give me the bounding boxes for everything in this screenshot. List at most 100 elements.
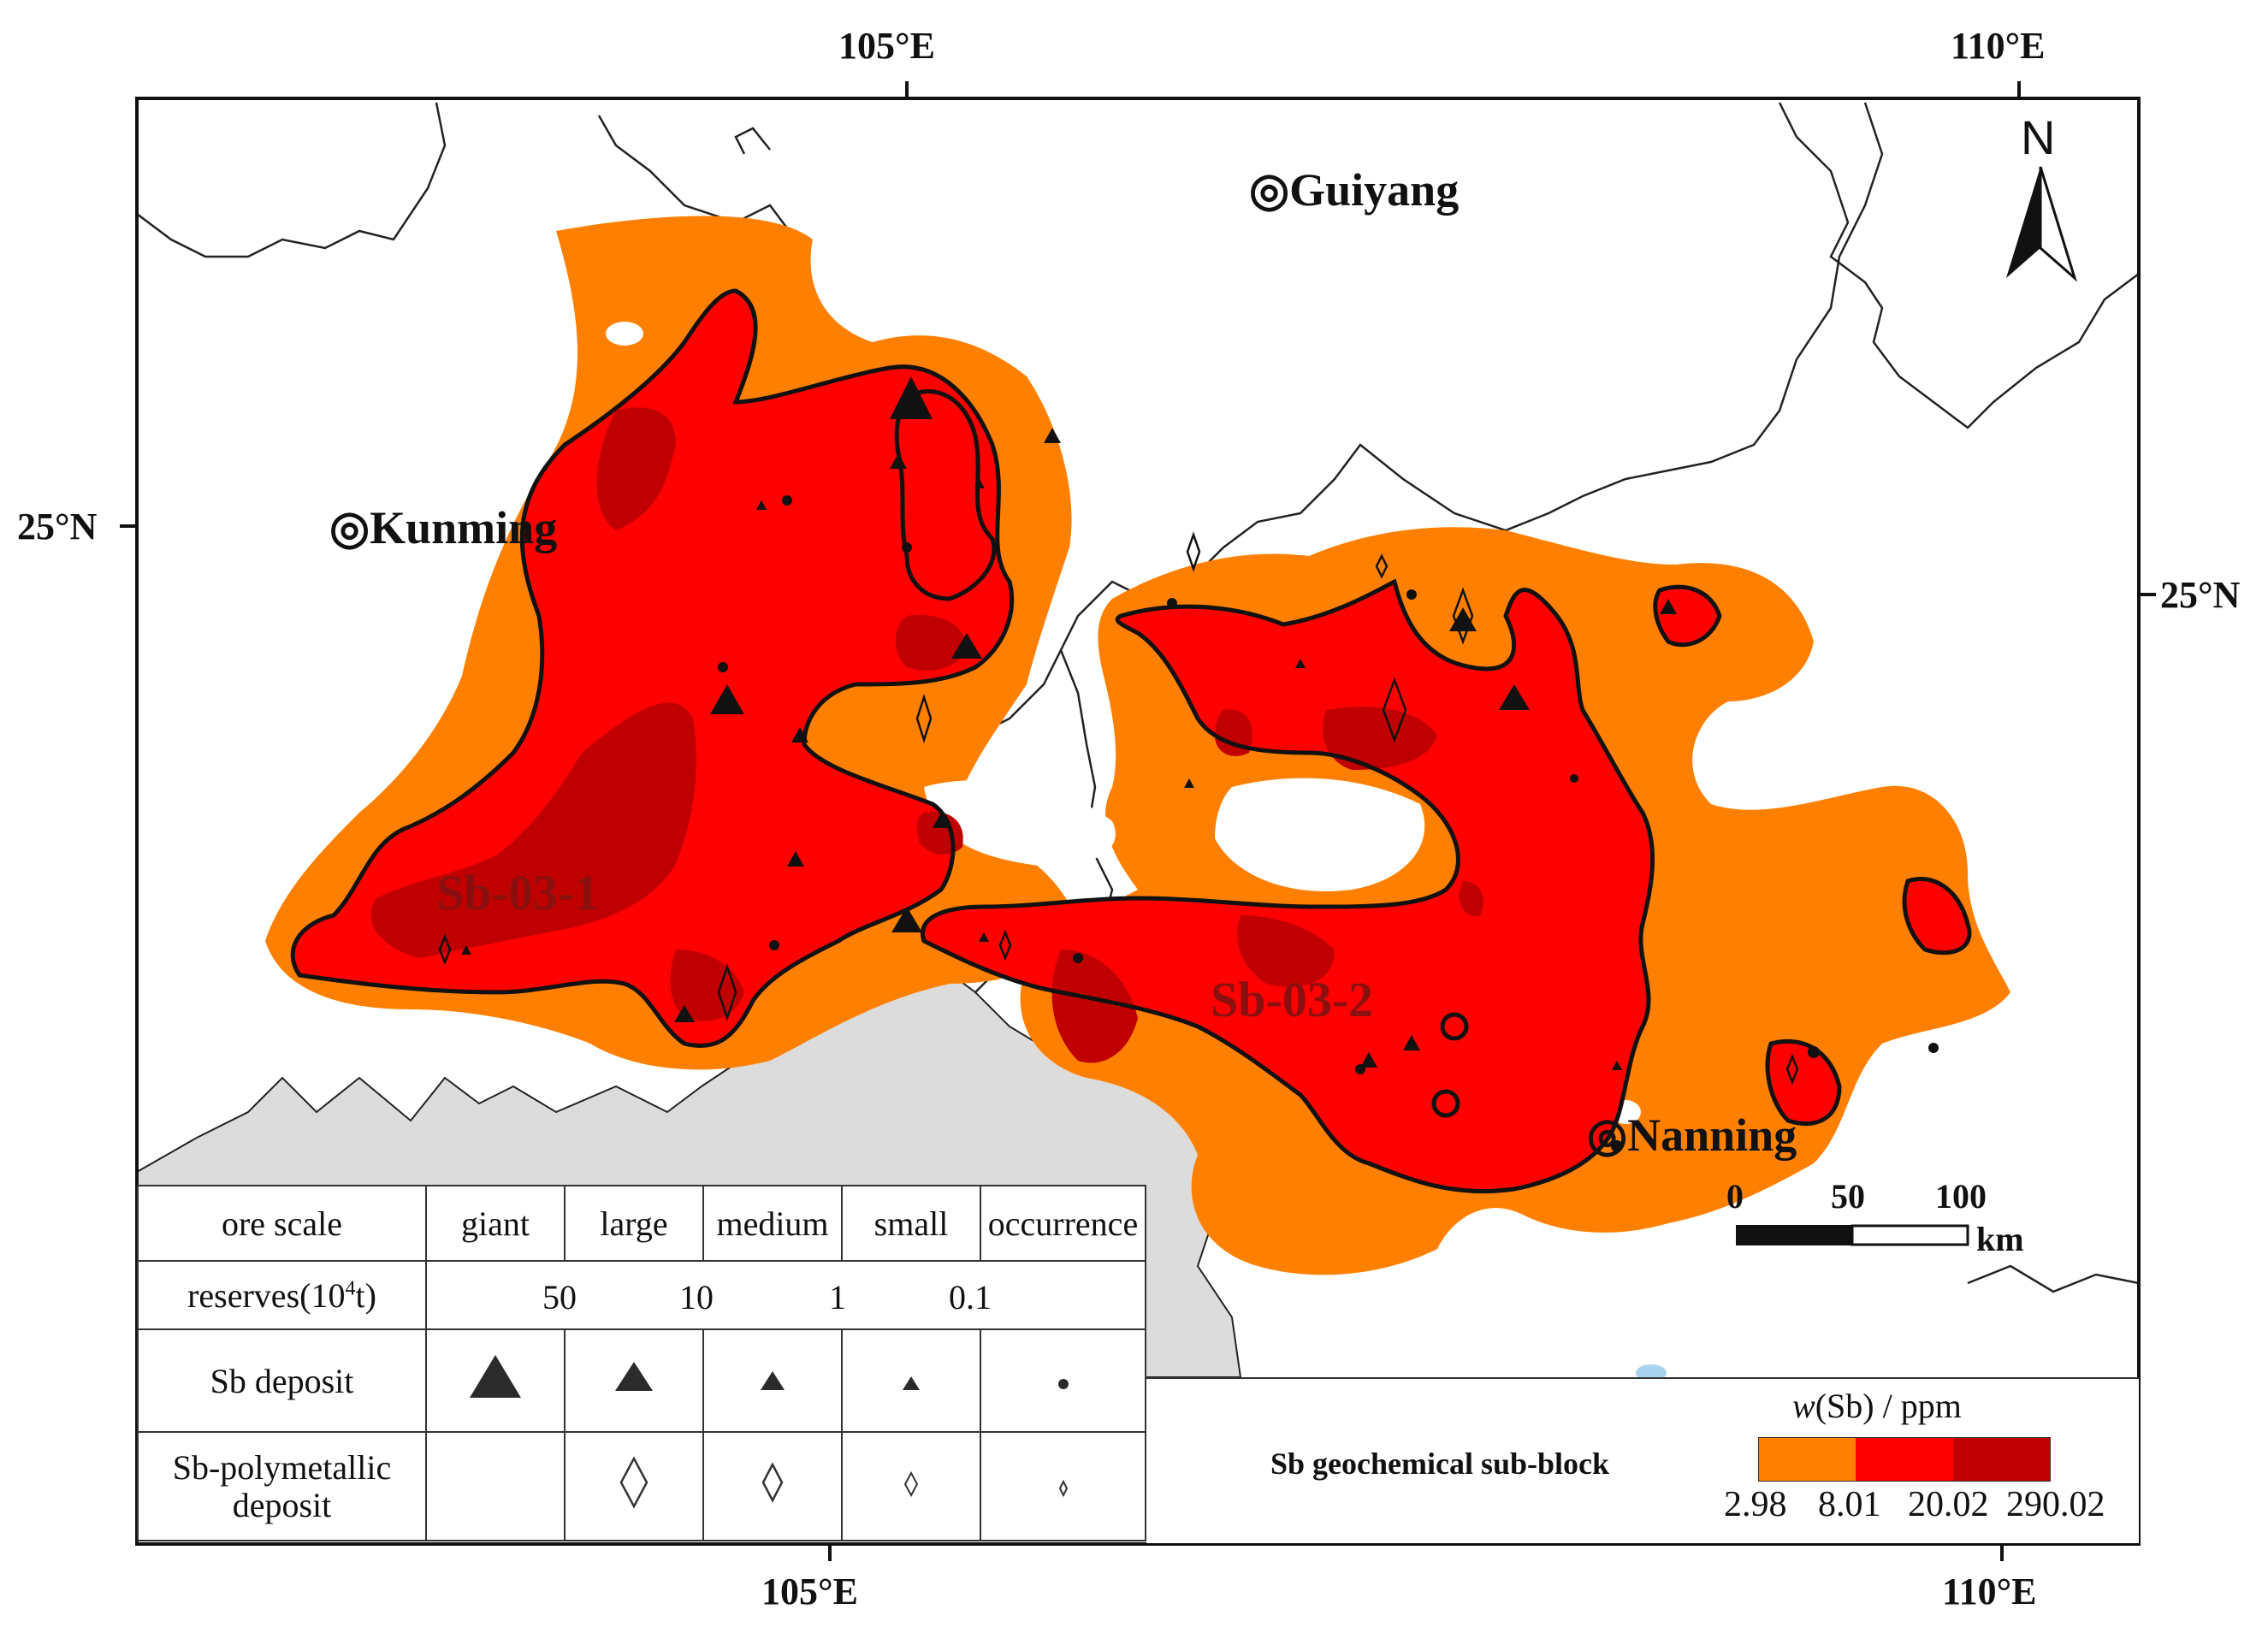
legend-sb-polymetallic-label: Sb-polymetallic deposit [137,1431,427,1541]
sub-block-label-sb-03-2: Sb-03-2 [1211,972,1374,1027]
diamond-icon [903,1470,919,1498]
lon-label-top-105: 105°E [838,25,935,67]
triangle-icon [761,1370,785,1390]
sb-deposit-small [1184,778,1194,788]
legend-sb-polymetallic-small [841,1431,981,1541]
concentration-tick-0: 2.98 [1724,1485,1787,1524]
anomaly-west-dark-2 [370,702,696,958]
sb-polymetallic-small [1785,1053,1799,1086]
sb-deposit-large [710,684,744,714]
sb-deposits [461,376,1677,1070]
map-frame [120,81,2156,1561]
legend-header-large: large [564,1185,704,1262]
anomaly-central-red [897,391,994,599]
sb-deposit-medium [933,813,950,828]
sb-deposit-medium [787,851,804,867]
sb-deposit-medium [674,1005,695,1022]
concentration-tick-1: 8.01 [1818,1485,1881,1524]
sub-block-legend-label: Sb geochemical sub-block [1270,1447,1610,1481]
sub-block-sb-03-2-outline [920,578,1655,1194]
sb-polymetallic-large [1382,677,1407,743]
legend-header-occurrence: occurrence [980,1185,1146,1262]
legend-sb-polymetallic-giant [425,1431,566,1541]
anomaly-level-2 [293,291,1969,1192]
legend-sb-deposit-large [564,1328,704,1433]
sb-deposit-small [974,479,985,488]
sub-block-label-sb-03-1: Sb-03-1 [436,865,600,920]
anomaly-east-dark-2 [1237,915,1335,987]
sb-polymetallic-deposits [438,531,1799,1086]
lat-label-right-25: 25°N [2160,574,2241,616]
lon-label-bottom-105: 105°E [761,1571,858,1612]
diamond-icon [1058,1479,1068,1498]
sb-deposit-giant [890,376,933,419]
concentration-swatch-3 [1952,1438,2050,1481]
dot-icon [1057,1378,1069,1389]
concentration-swatch-2 [1856,1438,1953,1481]
anomaly-east-dark-3 [1051,950,1138,1063]
sb-deposit-large [1499,684,1530,710]
concentration-legend-title: w(Sb) / ppm [1792,1387,1962,1425]
sb-deposit-medium [1360,1052,1377,1068]
anomaly-west-red [293,291,1012,1046]
legend-sb-polymetallic-large [564,1431,704,1541]
sb-polymetallic-large [717,963,737,1021]
scale-tick-50: 50 [1831,1177,1865,1216]
anomaly-island-red-3 [1768,1041,1839,1124]
anomaly-east-red [922,582,1653,1192]
concentration-swatch-1 [1759,1438,1856,1481]
sb-polymetallic-small [1375,553,1389,579]
legend-sb-deposit-giant [425,1328,566,1433]
sb-deposit-medium [791,727,808,743]
lon-label-bottom-110: 110°E [1942,1571,2037,1612]
legend-reserves-label: reserves(104t) [137,1260,427,1330]
reserves-value-1: 1 [829,1278,846,1316]
sb-deposit-medium [890,453,907,469]
city-label-kunming: ◎Kunming [329,502,558,553]
north-arrow-label: N [2021,110,2056,164]
legend-reserves-values: 50 10 1 0.1 [425,1260,1146,1330]
ore-scale-legend-table: ore scale giant large medium small occur… [137,1185,1146,1541]
city-label-nanning: ◎Nanning [1587,1109,1797,1161]
anomaly-east-dark-5 [1459,881,1483,916]
sb-deposit-large [891,907,922,932]
sb-deposit-small [1612,1061,1622,1070]
reserves-value-0-1: 0.1 [949,1278,992,1316]
sb-polymetallic-large [1452,587,1474,645]
triangle-icon [903,1376,920,1390]
diamond-icon [761,1461,784,1503]
legend-sb-deposit-small [841,1328,981,1433]
sb-occurrences [718,495,1939,1152]
triangle-icon [615,1362,653,1391]
legend-sb-polymetallic-medium [702,1431,843,1541]
concentration-tick-3: 290.02 [2006,1485,2105,1524]
sb-deposit-medium [1403,1035,1420,1050]
city-label-guiyang: ◎Guiyang [1249,164,1460,216]
reserves-value-10: 10 [679,1278,714,1316]
legend-header-ore-scale: ore scale [137,1185,427,1262]
scale-tick-0: 0 [1726,1177,1744,1216]
sb-deposit-medium [1660,599,1677,614]
scale-unit: km [1976,1220,2024,1258]
legend-sb-deposit-medium [702,1328,843,1433]
legend-sb-deposit-label: Sb deposit [137,1328,427,1433]
scale-tick-100: 100 [1935,1177,1987,1216]
concentration-tick-2: 20.02 [1908,1485,1989,1524]
sub-block-sb-03-1-outline [290,288,1015,1049]
sb-deposit-small [756,500,767,510]
sb-polymetallic-medium [1186,531,1201,572]
sb-deposit-small [461,945,471,955]
sb-deposit-large [951,633,982,659]
legend-sb-deposit-occurrence [980,1328,1146,1433]
sb-deposit-small [1295,659,1306,668]
reserves-value-50: 50 [542,1278,577,1316]
anomaly-island-red-1 [1655,587,1720,645]
scale-bar [1736,1224,1969,1246]
anomaly-east-dark-1 [1323,707,1437,770]
sb-polymetallic-small [438,933,452,966]
sb-deposit-medium [1044,428,1061,443]
sb-polymetallic-small [998,929,1012,961]
north-arrow [2006,166,2077,282]
anomaly-central-dark-1 [895,615,967,671]
lat-label-left-25: 25°N [17,506,98,547]
